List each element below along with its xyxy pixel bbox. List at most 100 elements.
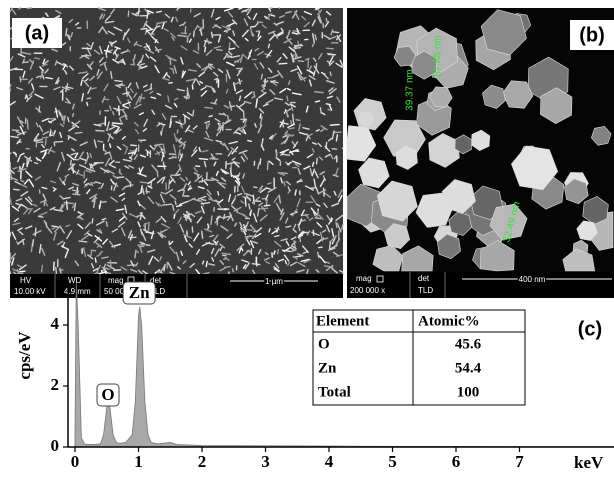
nanorod bbox=[80, 79, 83, 87]
nanorod bbox=[315, 203, 321, 207]
nanorod bbox=[9, 252, 17, 260]
nanorod bbox=[249, 224, 257, 233]
nanorod bbox=[240, 155, 246, 163]
nanorod bbox=[287, 261, 290, 267]
nanorod bbox=[298, 74, 302, 81]
nanorod bbox=[231, 157, 236, 161]
nanorod bbox=[108, 126, 115, 131]
nanorod bbox=[212, 87, 217, 93]
nanorod bbox=[244, 196, 247, 207]
nanorod bbox=[97, 7, 106, 12]
nanorod bbox=[308, 217, 314, 221]
nanorod bbox=[198, 147, 201, 152]
nanorod-facet bbox=[482, 84, 506, 109]
nanorod bbox=[286, 87, 292, 91]
nanorod bbox=[38, 105, 41, 113]
nanorod bbox=[98, 57, 104, 63]
nanorod bbox=[319, 107, 322, 114]
nanorod bbox=[68, 186, 75, 190]
nanorod bbox=[209, 64, 215, 69]
nanorod bbox=[182, 189, 186, 197]
nanorod bbox=[9, 169, 15, 175]
nanorod bbox=[12, 188, 20, 191]
nanorod bbox=[177, 266, 181, 270]
nanorod bbox=[312, 57, 317, 62]
nanorod bbox=[267, 12, 273, 18]
nanorod bbox=[245, 192, 254, 197]
nanorod bbox=[280, 238, 288, 242]
nanorod bbox=[133, 103, 142, 109]
info-name: WD bbox=[68, 276, 82, 285]
nanorod bbox=[122, 105, 130, 109]
nanorod bbox=[109, 143, 112, 148]
nanorod bbox=[171, 156, 177, 159]
nanorod bbox=[88, 61, 94, 68]
nanorod bbox=[83, 178, 88, 184]
nanorod bbox=[228, 101, 233, 111]
nanorod bbox=[141, 231, 147, 241]
nanorod bbox=[256, 35, 262, 41]
nanorod bbox=[17, 154, 22, 163]
nanorod bbox=[318, 189, 327, 194]
nanorod bbox=[78, 240, 88, 243]
nanorod bbox=[97, 140, 104, 143]
nanorod bbox=[49, 180, 57, 184]
nanorod bbox=[90, 87, 97, 90]
nanorod bbox=[39, 66, 44, 72]
nanorod bbox=[173, 214, 176, 219]
nanorod bbox=[33, 138, 43, 142]
nanorod bbox=[298, 123, 301, 132]
nanorod bbox=[317, 16, 322, 24]
nanorod bbox=[297, 60, 305, 63]
nanorod bbox=[135, 262, 139, 267]
nanorod bbox=[280, 150, 287, 156]
nanorod bbox=[78, 157, 88, 162]
nanorod bbox=[21, 162, 25, 170]
nanorod bbox=[310, 195, 317, 204]
nanorod bbox=[177, 34, 187, 38]
nanorod bbox=[182, 182, 187, 191]
nanorod bbox=[150, 96, 157, 100]
nanorod bbox=[290, 245, 297, 250]
nanorod bbox=[227, 150, 233, 157]
nanorod bbox=[297, 223, 301, 232]
nanorod bbox=[157, 21, 168, 25]
nanorod bbox=[12, 268, 21, 273]
nanorod bbox=[164, 188, 174, 195]
nanorod bbox=[55, 107, 59, 118]
nanorod bbox=[306, 69, 315, 75]
nanorod bbox=[242, 118, 247, 123]
nanorod bbox=[70, 152, 77, 156]
nanorod bbox=[192, 109, 195, 117]
nanorod bbox=[199, 80, 204, 84]
nanorod bbox=[133, 147, 138, 155]
nanorod bbox=[266, 160, 269, 171]
nanorod bbox=[127, 82, 132, 89]
nanorod bbox=[71, 112, 75, 118]
nanorod bbox=[156, 122, 163, 127]
nanorod bbox=[76, 212, 84, 219]
info-name: mag bbox=[108, 276, 124, 285]
info-name: det bbox=[418, 274, 430, 283]
nanorod bbox=[291, 92, 302, 96]
nanorod bbox=[235, 131, 242, 135]
nanorod bbox=[159, 256, 163, 261]
nanorod bbox=[213, 234, 219, 242]
nanorod bbox=[37, 158, 42, 162]
nanorod bbox=[203, 180, 209, 186]
nanorod bbox=[277, 32, 284, 37]
nanorod bbox=[92, 200, 96, 209]
nanorod bbox=[95, 242, 103, 248]
nanorod bbox=[53, 86, 61, 91]
nanorod bbox=[140, 185, 143, 193]
nanorod bbox=[276, 248, 280, 255]
nanorod bbox=[289, 261, 298, 267]
nanorod bbox=[41, 143, 45, 149]
nanorod bbox=[265, 99, 274, 104]
nanorod bbox=[87, 254, 94, 260]
nanorod bbox=[331, 267, 338, 274]
nanorod bbox=[275, 31, 284, 37]
nanorod bbox=[35, 176, 42, 181]
nanorod bbox=[84, 222, 91, 229]
nanorod bbox=[25, 197, 33, 206]
